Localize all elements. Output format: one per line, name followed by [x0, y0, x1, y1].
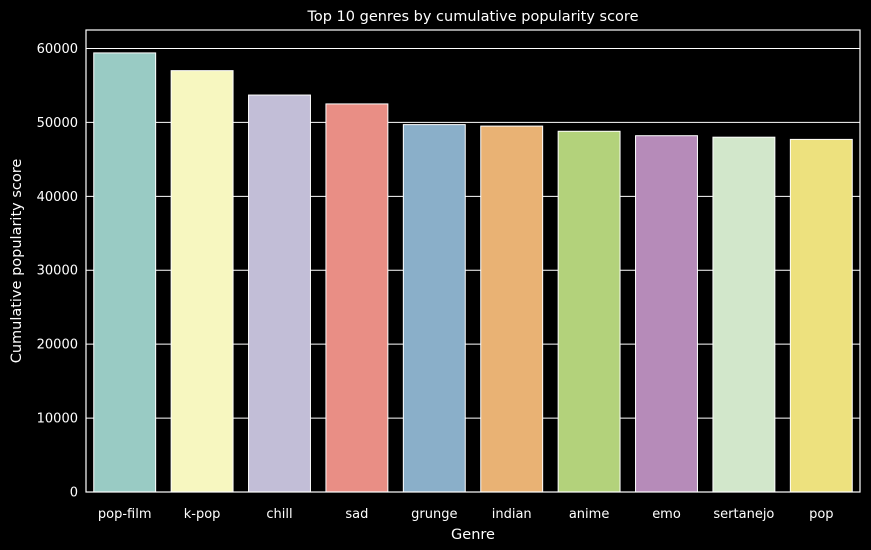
y-tick-label: 0 [70, 486, 78, 501]
bar-anime [557, 130, 621, 493]
y-tick-label: 60000 [37, 42, 78, 57]
x-tick-label: pop-film [98, 507, 152, 522]
bar-sad [325, 103, 389, 493]
bar-pop-film [93, 52, 157, 493]
y-tick-label: 20000 [37, 338, 78, 353]
x-tick-label: sertanejo [713, 507, 774, 522]
x-tick-label: pop [809, 507, 833, 522]
x-tick-label: emo [652, 507, 681, 522]
bar-grunge [402, 124, 466, 493]
chart-title: Top 10 genres by cumulative popularity s… [306, 9, 638, 25]
bar-indian [480, 125, 544, 493]
x-tick-label: grunge [411, 507, 457, 522]
y-axis-label: Cumulative popularity score [9, 159, 25, 364]
y-tick-label: 30000 [37, 264, 78, 279]
x-axis-label: Genre [451, 527, 495, 543]
y-tick-label: 10000 [37, 412, 78, 427]
x-tick-label: sad [345, 507, 368, 522]
x-tick-label: anime [569, 507, 609, 522]
bar-sertanejo [712, 136, 776, 493]
bar-k-pop [170, 70, 234, 493]
x-tick-label: chill [266, 507, 292, 522]
x-tick-label: k-pop [184, 507, 221, 522]
x-tick-label: indian [492, 507, 532, 522]
y-tick-label: 50000 [37, 116, 78, 131]
plot-frame [85, 29, 861, 493]
y-tick-labels: 0 10000 20000 30000 40000 50000 60000 [37, 42, 78, 501]
bar-chill [248, 94, 311, 493]
y-tick-label: 40000 [37, 190, 78, 205]
bar-pop [789, 138, 853, 493]
bar-emo [635, 135, 698, 493]
x-tick-labels: pop-film k-pop chill sad grunge indian anime em… [98, 507, 834, 522]
